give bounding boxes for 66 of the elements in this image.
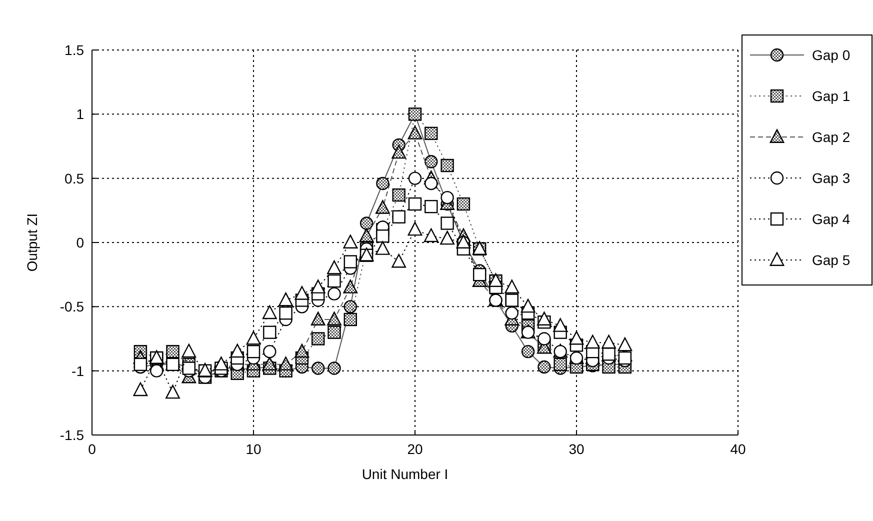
point xyxy=(424,200,438,214)
point xyxy=(473,268,486,282)
point xyxy=(537,312,552,326)
legend-label: Gap 0 xyxy=(812,47,850,63)
point xyxy=(408,197,422,211)
point xyxy=(310,280,326,294)
point xyxy=(182,344,196,358)
point xyxy=(343,234,358,248)
legend-label: Gap 5 xyxy=(812,252,850,268)
point xyxy=(538,332,551,346)
point xyxy=(520,298,536,313)
y-tick-label: 0 xyxy=(76,234,84,250)
point xyxy=(569,330,584,345)
x-tick-label: 0 xyxy=(88,441,96,457)
point xyxy=(376,241,390,255)
y-tick-label: 1 xyxy=(76,106,84,122)
point xyxy=(553,318,568,332)
y-axis-title: Output ZI xyxy=(24,213,40,272)
point xyxy=(408,172,422,185)
y-tick-label: -1.5 xyxy=(60,427,84,443)
point xyxy=(328,287,341,300)
point xyxy=(263,326,276,339)
point xyxy=(408,222,422,236)
y-tick-label: -0.5 xyxy=(60,298,84,315)
point xyxy=(376,229,390,243)
point xyxy=(246,344,260,358)
point xyxy=(344,255,357,268)
point xyxy=(618,351,632,365)
point xyxy=(424,228,438,242)
point xyxy=(246,330,261,345)
point xyxy=(618,337,632,352)
y-tick-label: 1.5 xyxy=(64,42,84,58)
legend-label: Gap 2 xyxy=(812,129,850,145)
point xyxy=(278,292,293,306)
point xyxy=(166,384,180,399)
point xyxy=(585,334,600,349)
point xyxy=(440,190,454,204)
point xyxy=(505,306,518,320)
point xyxy=(150,364,164,378)
point xyxy=(263,344,276,358)
x-tick-label: 30 xyxy=(568,441,584,457)
x-axis-title: Unit Number I xyxy=(362,466,448,482)
legend-label: Gap 4 xyxy=(812,211,850,227)
point xyxy=(279,306,292,320)
point xyxy=(440,216,454,230)
x-tick-label: 20 xyxy=(407,441,423,457)
x-tick-label: 10 xyxy=(246,441,262,457)
point xyxy=(327,260,342,274)
point xyxy=(230,344,245,358)
point xyxy=(328,274,341,288)
point xyxy=(262,305,277,320)
point xyxy=(602,334,616,349)
point xyxy=(392,210,406,224)
legend-label: Gap 3 xyxy=(812,170,850,186)
point xyxy=(504,280,520,294)
point xyxy=(134,358,148,372)
y-tick-label: 0.5 xyxy=(64,170,84,186)
x-tick-label: 40 xyxy=(730,441,746,457)
point xyxy=(214,356,228,370)
legend-label: Gap 1 xyxy=(812,88,850,104)
y-tick-label: -1 xyxy=(72,362,84,379)
point xyxy=(294,286,310,300)
point xyxy=(424,176,438,190)
point xyxy=(440,230,454,245)
point xyxy=(133,382,148,396)
point xyxy=(392,254,406,268)
